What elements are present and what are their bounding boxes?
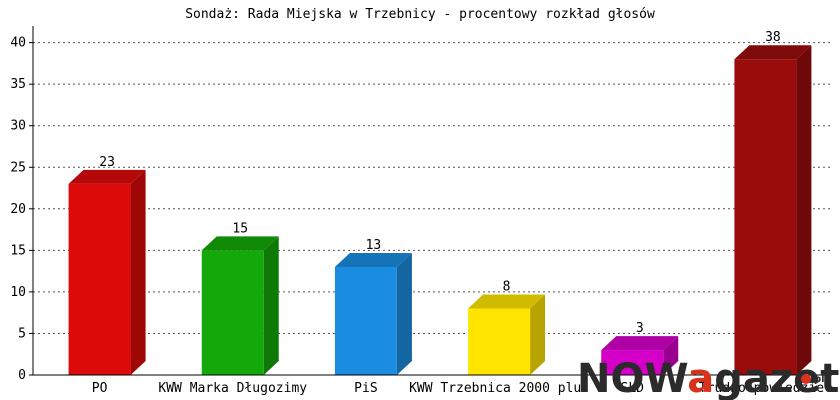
category-label: KWW Trzebnica 2000 plus xyxy=(409,381,589,396)
bar-top xyxy=(68,169,146,184)
bar xyxy=(734,45,812,375)
bar-front xyxy=(334,266,397,375)
category-label: SLD xyxy=(621,381,645,396)
bar-side xyxy=(663,336,679,375)
value-label: 13 xyxy=(366,238,382,253)
category-label: Trudno powiedzieć xyxy=(699,381,832,396)
category-labels: PO KWW Marka Długozimy PiS KWW Trzebnica 20… xyxy=(92,381,832,396)
bar xyxy=(201,236,279,375)
category-label: PiS xyxy=(354,381,377,396)
bar-front xyxy=(734,59,797,375)
value-label: 38 xyxy=(765,30,781,45)
bar xyxy=(468,294,546,375)
chart-title: Sondaż: Rada Miejska w Trzebnicy - proce… xyxy=(185,7,655,22)
value-label: 8 xyxy=(503,280,511,295)
bar-side xyxy=(263,236,279,375)
svg-text:NOWagazeta: NOWagazeta xyxy=(577,356,840,400)
watermark-dot-icon xyxy=(801,374,811,384)
bar-top xyxy=(468,294,546,309)
bar-top xyxy=(201,236,279,251)
bar-front xyxy=(468,308,531,375)
gridlines xyxy=(33,42,832,334)
bar-top xyxy=(334,252,412,267)
value-labels: 23 15 13 8 3 38 xyxy=(99,30,780,336)
bar-front xyxy=(201,250,264,375)
y-axis-ticks: 0 5 10 15 20 25 30 35 40 xyxy=(10,36,33,383)
bar-top xyxy=(734,45,812,60)
watermark-suffix: pl xyxy=(814,374,825,385)
y-tick-label: 0 xyxy=(18,368,26,383)
bar-side xyxy=(796,45,812,375)
bar xyxy=(68,169,146,375)
y-tick-label: 5 xyxy=(18,326,26,341)
category-label: KWW Marka Długozimy xyxy=(158,381,307,396)
y-tick-label: 20 xyxy=(10,202,26,217)
value-label: 3 xyxy=(636,321,644,336)
bars xyxy=(68,45,812,375)
y-tick-label: 15 xyxy=(10,243,26,258)
y-tick-label: 10 xyxy=(10,285,26,300)
value-label: 15 xyxy=(232,221,248,236)
y-tick-label: 35 xyxy=(10,77,26,92)
y-tick-label: 30 xyxy=(10,119,26,134)
watermark-logo: NOWagazeta pl xyxy=(577,356,840,400)
watermark-part-a: a xyxy=(687,356,714,400)
y-tick-label: 40 xyxy=(10,36,26,51)
bar xyxy=(601,336,679,375)
category-label: PO xyxy=(92,381,108,396)
bar-side xyxy=(396,252,412,375)
watermark-part-now: NOW xyxy=(577,356,687,400)
bar-front xyxy=(68,183,131,375)
bar-front xyxy=(601,350,664,375)
watermark-part-gazeta: gazeta xyxy=(714,356,840,400)
bar xyxy=(334,252,412,375)
bar-top xyxy=(601,336,679,351)
y-tick-label: 25 xyxy=(10,160,26,175)
bar-side xyxy=(530,294,546,375)
bar-side xyxy=(130,169,146,375)
value-label: 23 xyxy=(99,155,115,170)
